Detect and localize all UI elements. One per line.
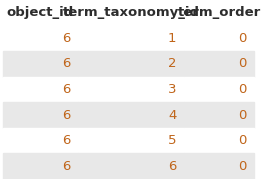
Text: 0: 0 — [238, 160, 247, 173]
Bar — [78, 77, 184, 102]
Bar — [3, 153, 78, 179]
Text: 3: 3 — [168, 83, 176, 96]
Text: 6: 6 — [62, 32, 70, 45]
Text: 6: 6 — [62, 134, 70, 147]
Text: term_order: term_order — [178, 6, 261, 19]
Bar — [78, 26, 184, 51]
Bar — [184, 153, 254, 179]
Bar — [3, 128, 78, 153]
Text: 6: 6 — [62, 109, 70, 122]
Bar — [3, 51, 78, 77]
Bar — [78, 102, 184, 128]
Text: 6: 6 — [62, 160, 70, 173]
Text: 0: 0 — [238, 109, 247, 122]
Bar — [184, 26, 254, 51]
Text: 0: 0 — [238, 83, 247, 96]
Text: 5: 5 — [168, 134, 176, 147]
Text: 0: 0 — [238, 32, 247, 45]
Text: 0: 0 — [238, 57, 247, 70]
Bar — [3, 26, 78, 51]
Bar — [184, 102, 254, 128]
Text: 1: 1 — [168, 32, 176, 45]
Bar — [184, 0, 254, 26]
Text: 0: 0 — [238, 134, 247, 147]
Text: term_taxonomy_id: term_taxonomy_id — [62, 6, 199, 19]
Bar — [184, 128, 254, 153]
Bar — [184, 51, 254, 77]
Bar — [78, 0, 184, 26]
Text: 4: 4 — [168, 109, 176, 122]
Bar — [184, 77, 254, 102]
Bar — [3, 0, 78, 26]
Text: 6: 6 — [62, 57, 70, 70]
Text: object_id: object_id — [7, 6, 74, 19]
Text: 6: 6 — [62, 83, 70, 96]
Text: 6: 6 — [168, 160, 176, 173]
Bar — [78, 153, 184, 179]
Text: 2: 2 — [168, 57, 176, 70]
Bar — [78, 51, 184, 77]
Bar — [3, 102, 78, 128]
Bar — [78, 128, 184, 153]
Bar — [3, 77, 78, 102]
